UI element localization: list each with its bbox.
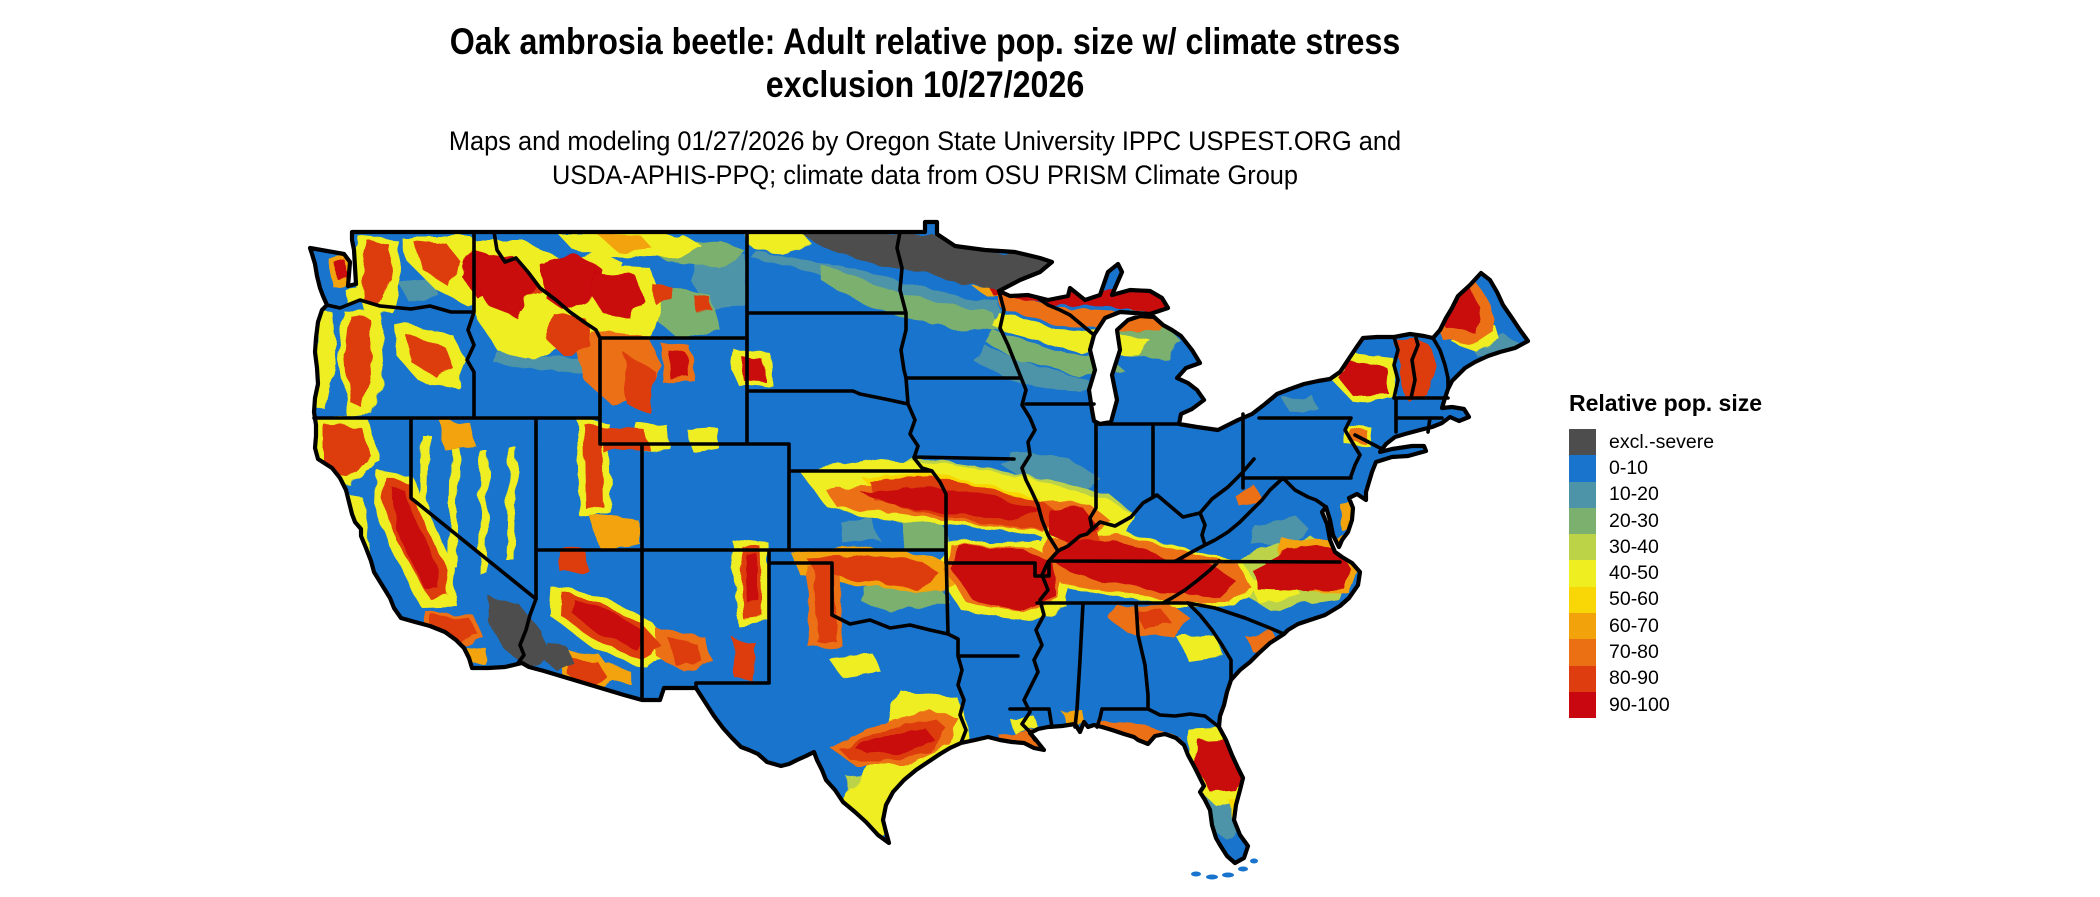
legend-swatch-10-20: [1569, 481, 1596, 508]
legend-label: 0-10: [1609, 456, 1649, 479]
legend-row: 30-40: [1569, 534, 1762, 561]
legend-swatch-40-50: [1569, 560, 1596, 587]
legend-row: 10-20: [1569, 481, 1762, 508]
map-subtitle-line2: USDA-APHIS-PPQ; climate data from OSU PR…: [551, 160, 1299, 190]
florida-keys: [1191, 858, 1258, 880]
legend-row: 0-10: [1569, 455, 1762, 482]
map-subtitle-line1: Maps and modeling 01/27/2026 by Oregon S…: [448, 126, 1402, 156]
legend-swatch-50-60: [1569, 586, 1596, 614]
map-title-line1: Oak ambrosia beetle: Adult relative pop.…: [449, 21, 1401, 62]
legend-row: 70-80: [1569, 639, 1762, 666]
legend-swatch-30-40: [1569, 534, 1596, 561]
state-boundaries: [312, 230, 1450, 745]
map-title: Oak ambrosia beetle: Adult relative pop.…: [425, 20, 1426, 106]
legend-swatch-60-70: [1569, 613, 1596, 640]
map-subtitle: Maps and modeling 01/27/2026 by Oregon S…: [385, 124, 1466, 192]
legend-row: excl.-severe: [1569, 429, 1762, 456]
legend-row: 60-70: [1569, 613, 1762, 640]
legend-label: 40-50: [1609, 562, 1659, 585]
map-title-line2: exclusion 10/27/2026: [765, 64, 1085, 105]
legend-row: 20-30: [1569, 507, 1762, 535]
legend-swatch-20-30: [1569, 507, 1596, 535]
legend-label: 30-40: [1609, 535, 1659, 558]
legend-swatch-excl-severe: [1569, 429, 1596, 456]
legend-row: 50-60: [1569, 586, 1762, 614]
legend-swatch-0-10: [1569, 455, 1596, 482]
header: Oak ambrosia beetle: Adult relative pop.…: [350, 20, 1500, 192]
legend-swatch-70-80: [1569, 639, 1596, 666]
legend-label: excl.-severe: [1609, 430, 1715, 453]
legend-label: 90-100: [1609, 693, 1670, 716]
legend-label: 60-70: [1609, 614, 1659, 637]
legend: Relative pop. size excl.-severe 0-10 10-…: [1569, 390, 1763, 719]
legend-title: Relative pop. size: [1569, 390, 1763, 416]
legend-label: 10-20: [1609, 483, 1659, 506]
legend-row: 80-90: [1569, 665, 1762, 692]
legend-label: 70-80: [1609, 641, 1659, 664]
legend-label: 50-60: [1609, 588, 1659, 611]
legend-row: 90-100: [1569, 691, 1762, 719]
legend-swatch-90-100: [1569, 691, 1596, 719]
legend-label: 80-90: [1609, 667, 1659, 690]
legend-row: 40-50: [1569, 560, 1762, 587]
legend-label: 20-30: [1609, 509, 1659, 532]
legend-swatch-80-90: [1569, 665, 1596, 692]
